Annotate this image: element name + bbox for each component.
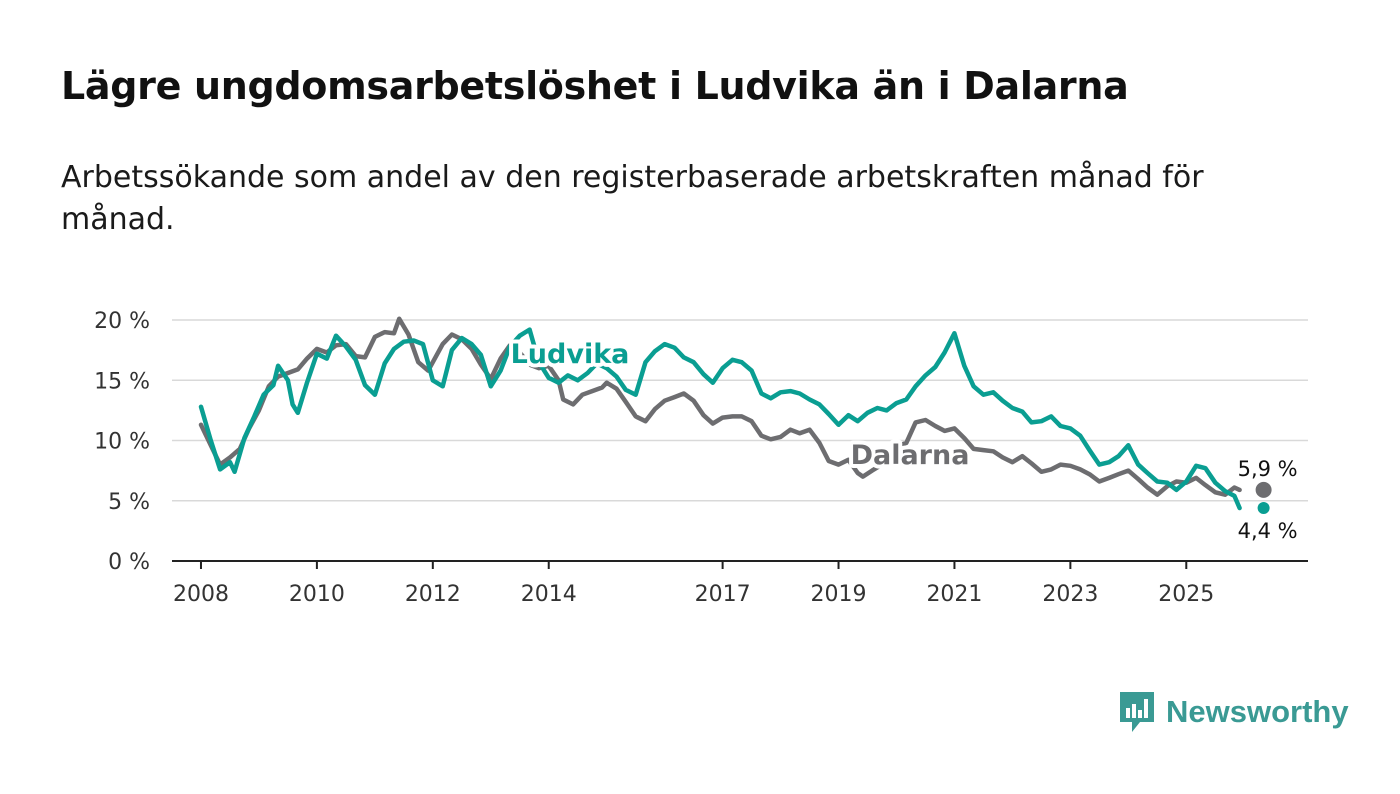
series-layer <box>198 316 1272 514</box>
x-tick-label: 2019 <box>811 582 867 607</box>
page-subtitle: Arbetssökande som andel av den registerb… <box>61 160 1204 237</box>
y-tick-label: 20 % <box>94 309 150 334</box>
newsworthy-logo-icon <box>1120 692 1154 732</box>
y-tick-label: 0 % <box>108 550 150 575</box>
series-label-dalarna: Dalarna <box>851 440 970 471</box>
y-axis: 0 % 5 % 10 % 15 % 20 % <box>94 309 150 575</box>
y-tick-label: 5 % <box>108 490 150 515</box>
x-tick-label: 2023 <box>1042 582 1098 607</box>
end-label-ludvika: 4,4 % <box>1238 519 1298 543</box>
x-tick-label: 2010 <box>289 582 345 607</box>
x-tick-label: 2021 <box>926 582 982 607</box>
page-title: Lägre ungdomsarbetslöshet i Ludvika än i… <box>61 64 1129 108</box>
x-tick-label: 2014 <box>521 582 577 607</box>
end-label-dalarna: 5,9 % <box>1238 457 1298 481</box>
endpoint-marker-ludvika <box>1257 501 1270 514</box>
x-tick-label: 2008 <box>173 582 229 607</box>
brand-logo[interactable]: Newsworthy <box>1118 690 1349 734</box>
y-tick-label: 15 % <box>94 369 150 394</box>
series-line-dalarna <box>198 316 1242 497</box>
label-layer: 5,9 % 4,4 % Ludvika Dalarna <box>507 335 1298 543</box>
series-label-ludvika: Ludvika <box>511 339 630 370</box>
x-axis: 2008 2010 2012 2014 2017 2019 2021 2023 2025 <box>172 560 1308 607</box>
x-tick-label: 2025 <box>1158 582 1214 607</box>
endpoint-marker-dalarna <box>1255 481 1272 498</box>
x-tick-label: 2017 <box>695 582 751 607</box>
grid-layer <box>172 319 1308 502</box>
y-tick-label: 10 % <box>94 430 150 455</box>
brand-name: Newsworthy <box>1166 694 1349 729</box>
x-tick-label: 2012 <box>405 582 461 607</box>
series-line-ludvika <box>198 327 1242 511</box>
